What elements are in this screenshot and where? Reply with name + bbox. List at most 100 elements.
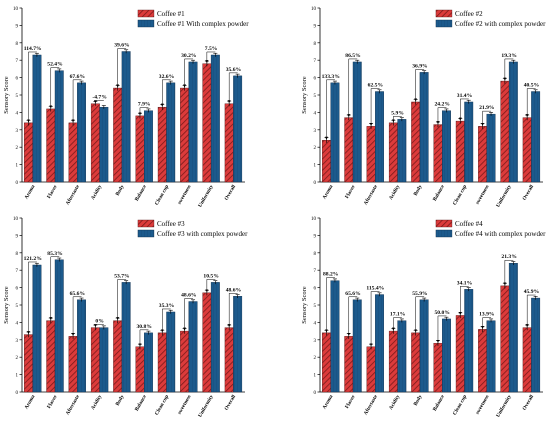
- y-tick-label: 1: [16, 164, 19, 169]
- legend-swatch-complex: [137, 19, 155, 28]
- y-tick-label: 2: [314, 146, 317, 151]
- y-tick-label: 6: [16, 287, 19, 292]
- y-tick-label: 3: [16, 129, 19, 134]
- bar-coffee-3-with-complex-powder-8: [210, 282, 220, 393]
- y-tick-label: 9: [16, 24, 19, 29]
- change-annotation: 52.4%: [47, 62, 63, 68]
- x-tick-label: Body: [413, 184, 424, 197]
- y-tick-label: 9: [314, 234, 317, 239]
- x-tick-label: Overall: [522, 394, 536, 412]
- x-tick-label: Flavor: [46, 183, 59, 199]
- bar-coffee-1-with-complex-powder-0: [32, 54, 42, 183]
- x-tick-label: Aroma: [24, 184, 37, 201]
- y-tick-label: 2: [314, 356, 317, 361]
- bar-coffee-2-with-complex-powder-7: [486, 113, 496, 183]
- bar-coffee-3-with-complex-powder-5: [144, 332, 153, 393]
- y-tick-label: 0: [16, 391, 19, 396]
- x-tick-label: Uniformity: [197, 394, 215, 419]
- change-annotation: 21.9%: [479, 105, 495, 111]
- legend-label-coffee: Coffee #2: [455, 10, 483, 18]
- x-tick-label: Flavor: [344, 183, 357, 199]
- x-tick-label: Acidity: [90, 184, 103, 201]
- x-tick-label: Balance: [134, 183, 148, 202]
- x-tick-label: Clean cup: [154, 184, 170, 206]
- y-axis-label: Sensory Score: [301, 286, 308, 323]
- bar-coffee-4-8: [500, 285, 510, 393]
- y-tick-label: 7: [16, 59, 19, 64]
- change-annotation: 48.6%: [226, 287, 242, 293]
- change-annotation: 45.9%: [524, 289, 540, 295]
- x-tick-label: Acidity: [90, 394, 103, 411]
- x-tick-label: sweetness: [475, 184, 491, 205]
- x-tick-label: Flavor: [344, 393, 357, 409]
- bar-coffee-4-with-complex-powder-6: [464, 289, 474, 393]
- y-tick-label: 10: [13, 217, 19, 222]
- y-tick-label: 3: [16, 339, 19, 344]
- x-tick-label: Aftertaste: [363, 183, 380, 206]
- bar-coffee-1-with-complex-powder-5: [144, 110, 153, 183]
- x-tick-label: Body: [413, 394, 424, 407]
- change-annotation: 40.5%: [524, 83, 540, 89]
- x-tick-label: Acidity: [388, 394, 401, 411]
- y-tick-label: 10: [13, 7, 19, 12]
- bar-coffee-4-9: [522, 327, 532, 393]
- bar-coffee-4-with-complex-powder-4: [419, 299, 429, 393]
- change-annotation: 13.9%: [479, 312, 495, 318]
- x-tick-label: Overall: [522, 184, 536, 202]
- change-annotation: 19.3%: [501, 53, 517, 59]
- bar-coffee-2-with-complex-powder-1: [352, 61, 362, 183]
- y-tick-label: 4: [16, 111, 19, 116]
- chart-panel-2: 0 1 2 3 4 5 6 7 8 9 10 Sensory Score 133.3% Aroma 86.5…: [301, 7, 546, 208]
- change-annotation: 88.2%: [323, 272, 339, 278]
- change-annotation: 55.9%: [412, 291, 428, 297]
- y-tick-label: 5: [16, 94, 19, 99]
- y-tick-label: 8: [314, 252, 317, 257]
- x-tick-label: Clean cup: [452, 184, 468, 206]
- bar-coffee-3-with-complex-powder-1: [54, 259, 64, 393]
- bar-coffee-4-2: [366, 346, 376, 393]
- bar-coffee-2-with-complex-powder-4: [419, 72, 429, 183]
- change-annotation: 115.4%: [366, 286, 384, 292]
- x-tick-label: Aftertaste: [65, 393, 82, 416]
- legend-swatch-complex: [137, 229, 155, 238]
- bar-coffee-4-with-complex-powder-2: [375, 294, 384, 393]
- x-tick-label: Flavor: [46, 393, 59, 409]
- chart-panel-4: 0 1 2 3 4 5 6 7 8 9 10 Sensory Score 88.2% Aroma 65.6%…: [301, 217, 546, 418]
- change-annotation: -4.7%: [92, 95, 107, 101]
- bar-coffee-4-with-complex-powder-3: [397, 320, 407, 393]
- legend-label-coffee: Coffee #1: [157, 10, 185, 18]
- change-annotation: 65.6%: [345, 291, 361, 297]
- x-tick-label: Overall: [224, 184, 238, 202]
- bar-coffee-1-with-complex-powder-4: [121, 51, 131, 183]
- x-tick-label: Aroma: [322, 184, 335, 201]
- legend-label-coffee: Coffee #3: [157, 220, 185, 228]
- change-annotation: 24.2%: [435, 102, 451, 108]
- x-tick-label: Body: [115, 394, 126, 407]
- x-tick-label: sweetness: [177, 394, 193, 415]
- y-tick-label: 9: [16, 234, 19, 239]
- bar-coffee-3-1: [46, 320, 56, 393]
- bar-coffee-2-5: [433, 124, 443, 183]
- y-tick-label: 8: [16, 252, 19, 257]
- bar-coffee-4-with-complex-powder-8: [508, 263, 518, 393]
- change-annotation: 53.7%: [114, 273, 130, 279]
- bar-coffee-3-6: [157, 332, 167, 393]
- bar-coffee-2-6: [455, 120, 465, 183]
- y-tick-label: 2: [16, 356, 19, 361]
- bar-coffee-3-with-complex-powder-9: [233, 296, 243, 393]
- change-annotation: 7.5%: [205, 46, 218, 52]
- bar-coffee-3-4: [113, 320, 123, 393]
- x-tick-label: Aroma: [24, 394, 37, 411]
- legend-swatch-coffee: [137, 219, 155, 228]
- y-tick-label: 1: [16, 374, 19, 379]
- change-annotation: 133.3%: [322, 74, 341, 80]
- bar-coffee-2-with-complex-powder-5: [442, 110, 451, 183]
- change-annotation: 85.3%: [47, 251, 63, 257]
- bar-coffee-2-9: [522, 117, 532, 183]
- y-axis-label: Sensory Score: [3, 76, 10, 113]
- bar-coffee-1-2: [68, 122, 78, 183]
- bar-coffee-1-with-complex-powder-7: [188, 61, 198, 183]
- change-annotation: 35.3%: [159, 303, 175, 309]
- change-annotation: 39.6%: [114, 43, 130, 49]
